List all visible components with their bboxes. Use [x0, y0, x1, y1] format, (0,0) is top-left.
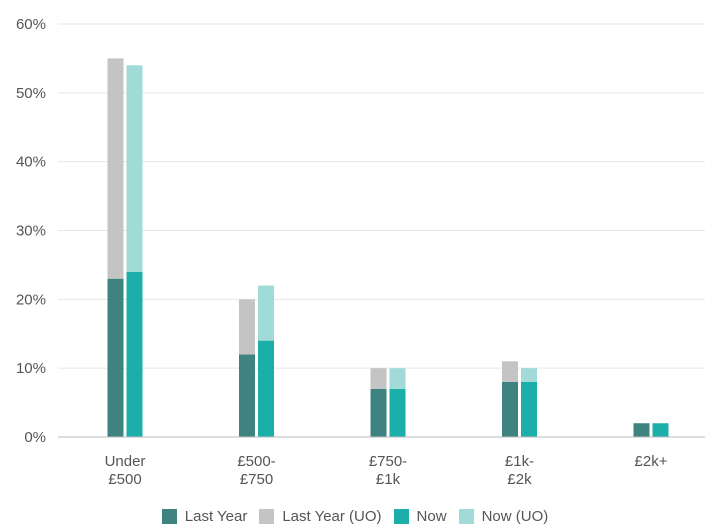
- legend-item-now[interactable]: Now: [393, 508, 447, 525]
- x-category-label: £750-£1k: [369, 453, 407, 488]
- bar-segment[interactable]: [126, 271, 143, 437]
- bar-segment[interactable]: [126, 65, 143, 272]
- legend-label: Now (UO): [481, 508, 549, 525]
- bar-segment[interactable]: [107, 58, 124, 279]
- grid-lines: [58, 23, 705, 369]
- bar-segment[interactable]: [633, 423, 650, 437]
- legend-item-last-year-uo[interactable]: Last Year (UO): [259, 508, 382, 525]
- legend-swatch: [458, 509, 474, 524]
- bar-segment[interactable]: [521, 381, 537, 437]
- bars: [107, 58, 669, 437]
- y-tick-label: 40%: [16, 154, 46, 171]
- x-axis-categories: Under £500 £500-£750 £750-£1k £1k-£2k £2k+: [105, 453, 668, 488]
- legend-swatch: [161, 509, 177, 524]
- bar-segment[interactable]: [502, 361, 518, 382]
- x-category-label: Under £500: [105, 453, 146, 488]
- bar-segment[interactable]: [370, 368, 387, 389]
- legend-item-last-year[interactable]: Last Year: [161, 508, 248, 525]
- y-tick-label: 30%: [16, 223, 46, 240]
- y-tick-label: 60%: [16, 16, 46, 33]
- x-category-label: £500-£750: [237, 453, 275, 488]
- bar-segment[interactable]: [389, 388, 406, 437]
- legend-label: Last Year (UO): [282, 508, 382, 525]
- bar-chart: 0% 10% 20% 30% 40% 50% 60% Under £500 £500-£750 £…: [16, 16, 705, 488]
- legend-swatch: [393, 509, 409, 524]
- bar-segment[interactable]: [521, 368, 537, 382]
- bar-segment[interactable]: [107, 278, 124, 437]
- y-tick-label: 20%: [16, 291, 46, 308]
- bar-segment[interactable]: [502, 381, 518, 437]
- y-tick-label: 50%: [16, 85, 46, 102]
- y-axis-ticks: 0% 10% 20% 30% 40% 50% 60%: [16, 16, 46, 446]
- bar-segment[interactable]: [389, 368, 406, 389]
- bar-segment[interactable]: [239, 299, 255, 355]
- legend-swatch: [259, 509, 275, 524]
- legend: Last Year Last Year (UO) Now Now (UO): [0, 508, 710, 525]
- bar-segment[interactable]: [258, 285, 274, 341]
- legend-label: Now: [416, 508, 447, 525]
- legend-label: Last Year: [184, 508, 248, 525]
- bar-segment[interactable]: [258, 340, 274, 437]
- x-category-label: £1k-£2k: [505, 453, 534, 488]
- bar-segment[interactable]: [652, 423, 669, 437]
- legend-item-now-uo[interactable]: Now (UO): [458, 508, 549, 525]
- bar-segment[interactable]: [370, 388, 387, 437]
- y-tick-label: 0%: [24, 429, 46, 446]
- x-category-label: £2k+: [635, 453, 668, 470]
- bar-segment[interactable]: [239, 354, 255, 437]
- y-tick-label: 10%: [16, 360, 46, 377]
